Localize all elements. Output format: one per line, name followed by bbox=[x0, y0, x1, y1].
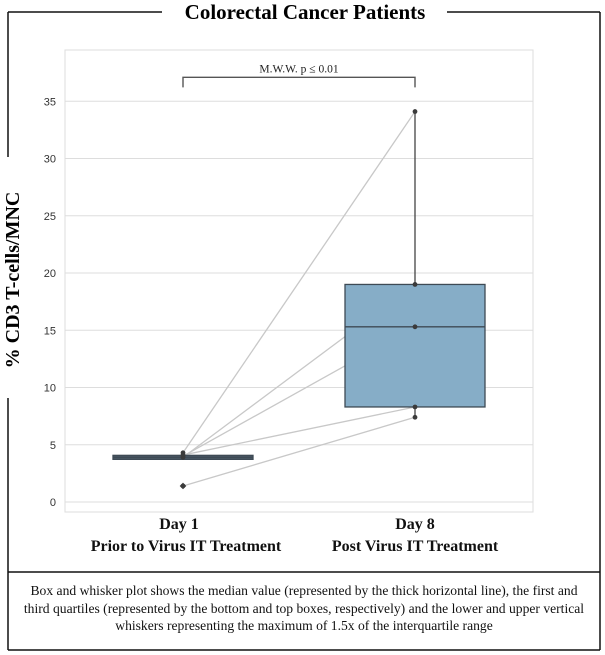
y-tick-label-0: 0 bbox=[50, 497, 56, 509]
box-plot: 0 5 10 15 20 25 30 35 M.W.W. p ≤ 0.01 Day 1 Pri… bbox=[44, 49, 534, 555]
y-tick-label-15: 15 bbox=[44, 325, 56, 337]
y-axis-label: % CD3 T-cells/MNC bbox=[2, 192, 24, 369]
y-tick-label-35: 35 bbox=[44, 96, 56, 108]
point-day8-1 bbox=[412, 282, 418, 287]
data-points bbox=[179, 109, 418, 490]
x-axis-categories: Day 1 Prior to Virus IT Treatment Day 8 … bbox=[91, 516, 499, 555]
paired-line-3 bbox=[182, 406, 416, 456]
outlier-day1-0 bbox=[179, 482, 187, 490]
paired-line-4 bbox=[182, 416, 416, 487]
category-day1-label: Day 1 bbox=[159, 516, 199, 533]
paired-line-0 bbox=[182, 111, 416, 454]
y-tick-label-5: 5 bbox=[50, 440, 56, 452]
y-tick-label-25: 25 bbox=[44, 211, 56, 223]
point-day1-3 bbox=[180, 452, 186, 458]
box-1 bbox=[344, 283, 486, 408]
point-day8-4 bbox=[412, 414, 418, 420]
figure-title: Colorectal Cancer Patients bbox=[185, 0, 426, 24]
y-tick-label-10: 10 bbox=[44, 383, 56, 395]
point-day8-2 bbox=[412, 324, 418, 330]
significance-bracket: M.W.W. p ≤ 0.01 bbox=[182, 63, 416, 88]
category-day1-sublabel: Prior to Virus IT Treatment bbox=[91, 538, 282, 555]
category-day8-sublabel: Post Virus IT Treatment bbox=[332, 538, 499, 555]
point-day8-0 bbox=[412, 109, 418, 114]
point-day8-3 bbox=[412, 404, 418, 410]
plot-area bbox=[64, 49, 534, 513]
figure-caption: Box and whisker plot shows the median va… bbox=[23, 583, 585, 633]
y-tick-label-30: 30 bbox=[44, 154, 56, 166]
significance-bracket-line bbox=[182, 76, 416, 88]
y-tick-label-20: 20 bbox=[44, 268, 56, 280]
significance-label: M.W.W. p ≤ 0.01 bbox=[259, 63, 339, 75]
y-axis-ticks: 0 5 10 15 20 25 30 35 bbox=[44, 96, 56, 509]
category-day8-label: Day 8 bbox=[395, 516, 435, 533]
